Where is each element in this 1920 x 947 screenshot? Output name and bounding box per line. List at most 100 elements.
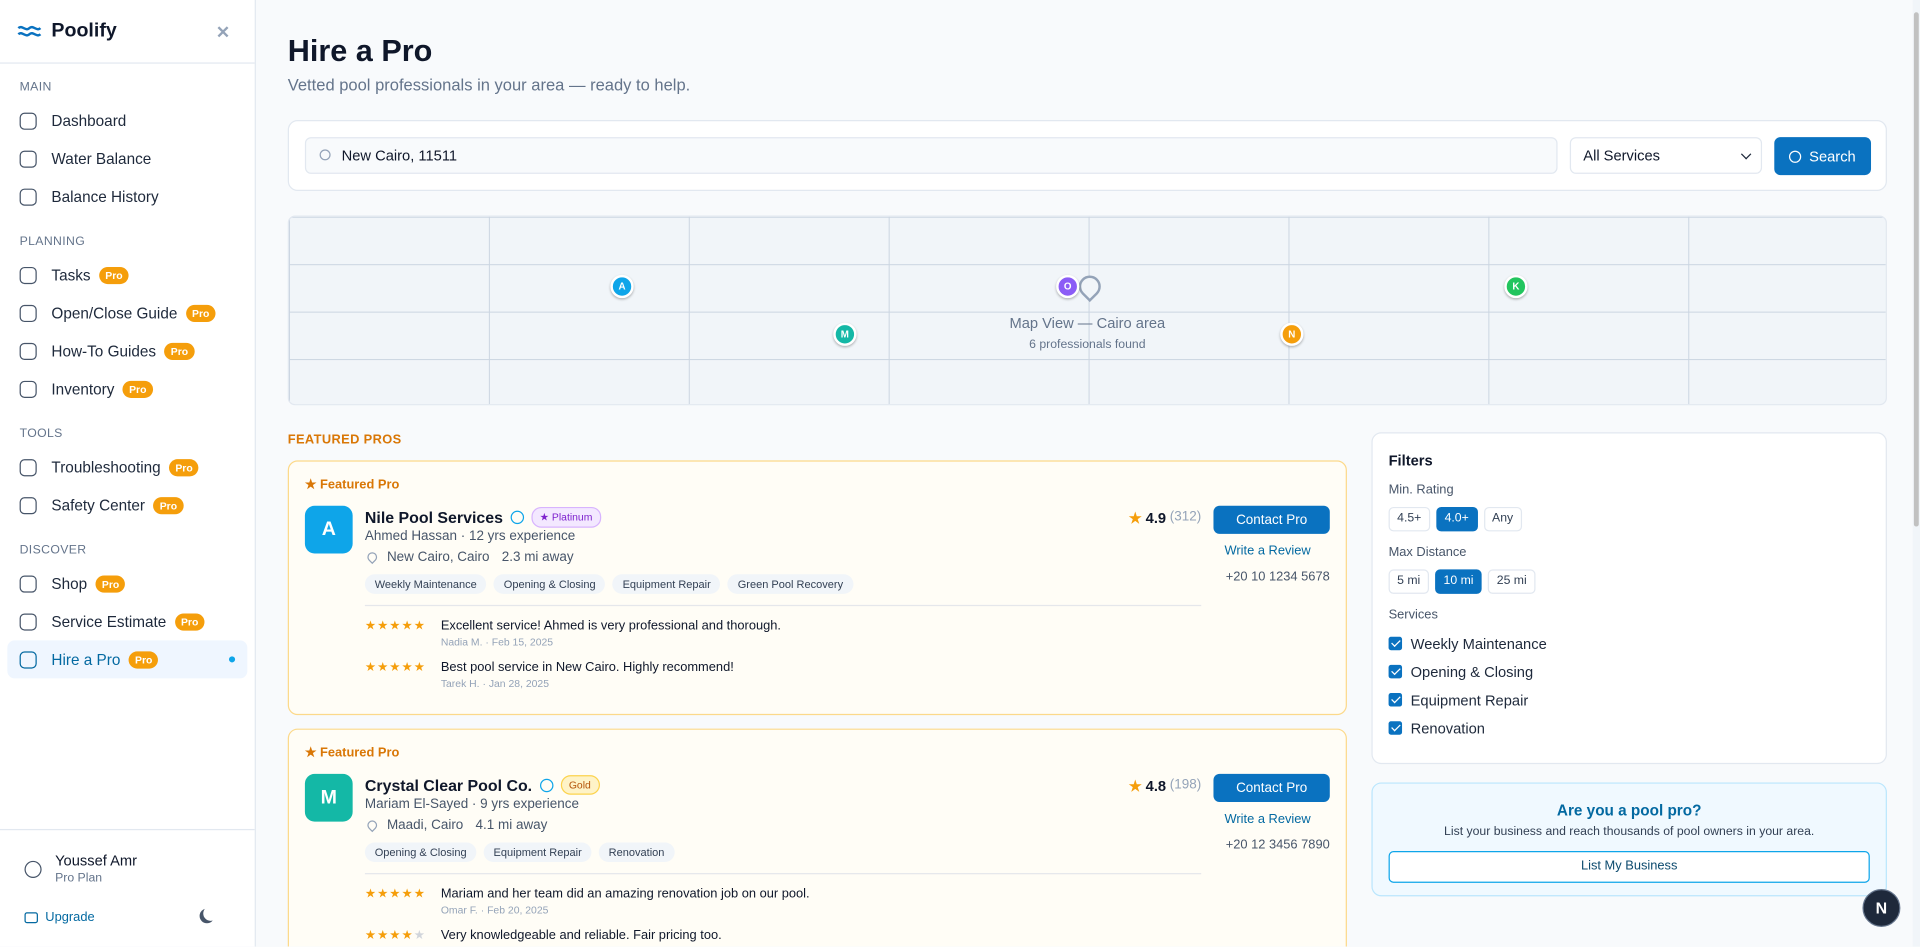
- service-select[interactable]: All Services: [1569, 137, 1763, 174]
- contact-button[interactable]: Contact Pro: [1213, 773, 1330, 803]
- avatar: A: [304, 505, 353, 554]
- location-icon: [365, 550, 380, 565]
- location-text: New Cairo, Cairo: [386, 549, 490, 565]
- featured-badge: Featured Pro: [305, 743, 1330, 763]
- pro-owner: Ahmed Hassan · 12 yrs experience: [364, 528, 576, 544]
- nav-label: Water Balance: [51, 150, 152, 168]
- nav-label: Hire a Pro: [51, 650, 121, 668]
- map-pin[interactable]: N: [1280, 322, 1304, 346]
- location-input[interactable]: New Cairo, 11511: [304, 137, 1558, 174]
- review: ★★★★★ Best pool service in New Cairo. Hig…: [365, 659, 1201, 676]
- nav-item[interactable]: Shop Pro: [7, 564, 247, 602]
- nav-item[interactable]: Hire a Pro Pro: [7, 640, 248, 679]
- chips: 5 mi 10 mi 25 mi: [1388, 569, 1870, 594]
- review-text: Best pool service in New Cairo. Highly r…: [440, 660, 734, 675]
- divider: [364, 873, 1202, 875]
- location-icon: [365, 818, 380, 833]
- map-pin[interactable]: M: [833, 322, 857, 346]
- nav-item[interactable]: Water Balance: [7, 140, 247, 178]
- rating-value: 4.8: [1145, 777, 1167, 795]
- action-col: Contact Pro Write a Review +20 10 1234 567…: [1213, 505, 1330, 584]
- user-icon: [24, 860, 42, 878]
- review: ★★★★★ Mariam and her team did an amazing …: [365, 885, 1201, 902]
- nav-item[interactable]: Tasks Pro: [7, 256, 247, 294]
- nav-label: Shop: [51, 574, 88, 593]
- review-text: Mariam and her team did an amazing renov…: [440, 886, 810, 902]
- pro-name-text: Nile Pool Services: [364, 507, 503, 526]
- section-title: TOOLS: [19, 427, 63, 441]
- featured-heading: FEATURED PROS: [287, 432, 402, 447]
- pro-badge: Pro: [164, 342, 195, 360]
- write-review-link[interactable]: Write a Review: [1224, 811, 1311, 827]
- service-checkbox[interactable]: Opening & Closing: [1388, 658, 1870, 686]
- nav-item[interactable]: How-To Guides Pro: [7, 332, 247, 370]
- write-review-link[interactable]: Write a Review: [1224, 543, 1311, 559]
- checkbox-label: Equipment Repair: [1410, 691, 1529, 709]
- pro-actions: 4.8(198) Contact Pro Write a Review +20 12 …: [1129, 773, 1330, 853]
- phone: +20 12 3456 7890: [1225, 837, 1330, 853]
- cta-button[interactable]: List My Business: [1388, 851, 1870, 883]
- review-text: Very knowledgeable and reliable. Fair pr…: [440, 928, 722, 943]
- filter-chip[interactable]: Any: [1483, 506, 1522, 532]
- filter-chip[interactable]: 4.5+: [1388, 506, 1430, 532]
- service-checkbox[interactable]: Renovation: [1388, 714, 1870, 742]
- filter-label: Services: [1388, 607, 1438, 623]
- scrollbar: [1912, 0, 1920, 947]
- user-plan: Pro Plan: [55, 871, 103, 886]
- distance: 4.1 mi away: [475, 817, 548, 833]
- pro-name: Crystal Clear Pool Co. Gold: [365, 774, 1201, 796]
- map-pin[interactable]: K: [1504, 274, 1528, 299]
- review-stars: ★★★★★: [364, 660, 426, 675]
- service-checkbox[interactable]: Weekly Maintenance: [1388, 629, 1870, 657]
- filter-chip[interactable]: 5 mi: [1388, 569, 1429, 594]
- review-stars: ★★★★★: [364, 928, 426, 943]
- user: Youssef Amr Pro Plan: [24, 852, 137, 885]
- cta-title: Are you a pool pro?: [1556, 802, 1702, 820]
- nav-icon: [19, 496, 37, 514]
- map-title: Map View — Cairo area: [1009, 314, 1166, 332]
- nav-label: Open/Close Guide: [51, 304, 178, 322]
- pro-actions: 4.9(312) Contact Pro Write a Review +20 10 …: [1129, 505, 1330, 584]
- nav-icon: [19, 458, 37, 476]
- rating: 4.9(312): [1129, 509, 1202, 584]
- nav-label: Service Estimate: [51, 612, 167, 631]
- checkbox: [1388, 693, 1403, 707]
- nav-item[interactable]: Dashboard: [7, 102, 247, 140]
- map-count: 6 professionals found: [1029, 337, 1146, 352]
- theme-toggle[interactable]: [203, 906, 218, 921]
- filter-chip[interactable]: 4.0+: [1436, 506, 1478, 532]
- action-col: Contact Pro Write a Review +20 12 3456 789…: [1213, 773, 1330, 853]
- nav-item[interactable]: Troubleshooting Pro: [7, 448, 247, 486]
- map-pin[interactable]: O: [1056, 274, 1080, 299]
- search-button[interactable]: Search: [1774, 137, 1872, 176]
- review-meta: Tarek H. · Jan 28, 2025: [440, 677, 550, 690]
- nav-item[interactable]: Service Estimate Pro: [7, 602, 247, 640]
- nav-item[interactable]: Inventory Pro: [7, 370, 247, 408]
- user-name: Youssef Amr: [55, 852, 138, 870]
- nav-item[interactable]: Open/Close Guide Pro: [7, 294, 247, 332]
- review-stars: ★★★★★: [364, 618, 426, 633]
- nav-icon: [19, 342, 37, 360]
- nav-label: Inventory: [51, 380, 115, 398]
- pro-card: Featured Pro A Nile Pool Services PlatinumA…: [287, 460, 1347, 716]
- service-tag: Green Pool Recovery: [727, 574, 853, 594]
- close-button[interactable]: ✕: [215, 22, 231, 42]
- map-pin[interactable]: A: [610, 274, 634, 299]
- contact-button[interactable]: Contact Pro: [1213, 505, 1330, 534]
- filter-chip[interactable]: 10 mi: [1434, 569, 1483, 594]
- filter-chip[interactable]: 25 mi: [1488, 569, 1536, 594]
- upgrade-link[interactable]: Upgrade: [24, 910, 94, 925]
- section-title: DISCOVER: [19, 543, 87, 558]
- avatar: M: [304, 773, 353, 822]
- nav-item[interactable]: Safety Center Pro: [7, 486, 247, 524]
- chat-button[interactable]: N: [1862, 888, 1901, 927]
- service-tag: Opening & Closing: [493, 574, 606, 594]
- section-title: PLANNING: [19, 235, 86, 249]
- verified-icon: [539, 778, 553, 792]
- pro-badge: Pro: [185, 304, 216, 322]
- nav-item[interactable]: Balance History: [7, 178, 247, 216]
- service-checkbox[interactable]: Equipment Repair: [1388, 686, 1870, 714]
- nav: MAIN Dashboard Water Balance Balance Histor…: [0, 64, 255, 679]
- pro-cta: Are you a pool pro? List your business an…: [1371, 782, 1887, 897]
- reviews: ★★★★★ Excellent service! Ahmed is very pr…: [365, 617, 1201, 690]
